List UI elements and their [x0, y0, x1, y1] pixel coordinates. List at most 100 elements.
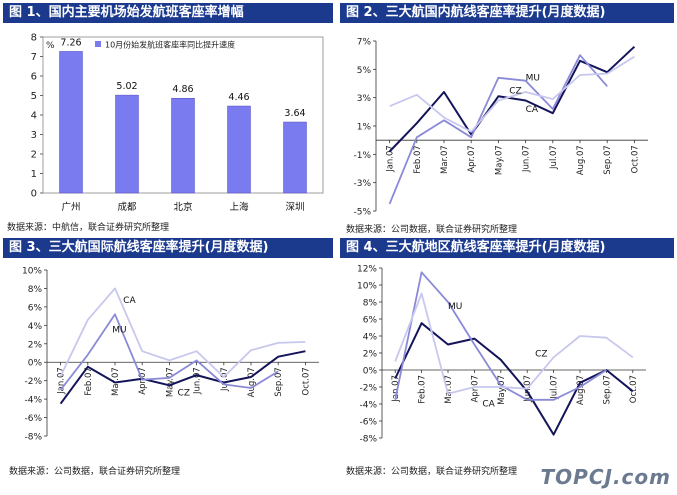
x-tick-label: 深圳 [285, 202, 304, 213]
chart-panel-3: 图 3、三大航国际航线客座率提升(月度数据) -8% -6% -4% -2% 0% 2% 4… [3, 238, 333, 483]
y-tick-label: 7 [31, 52, 37, 63]
data-label: 3.64 [284, 108, 305, 119]
chart-panel-1: 图 1、国内主要机场始发航班客座率增幅 0 1 2 3 4 5 6 7 8% 10月份始发航班客座… [3, 3, 333, 233]
y-tick-label: -6% [24, 414, 42, 424]
y-tick-label: 3 [31, 130, 37, 141]
series-line-CZ [59, 350, 306, 405]
series-label: MU [448, 302, 462, 312]
series-label: CA [526, 105, 539, 115]
line-chart-international: -8%-6%-4%-2%0%2%4%6%8%10%Jan.07 Feb.07 Mar… [22, 267, 319, 443]
x-tick-label: Oct.07 [630, 145, 640, 173]
x-tick-label: 广州 [61, 201, 80, 213]
series-line-MU [394, 271, 607, 401]
series-label: CZ [509, 86, 521, 96]
y-tick-label: -4% [359, 401, 377, 411]
y-tick-label: 0% [363, 367, 378, 377]
x-tick-label: Aug.07 [247, 367, 257, 397]
series-line-CZ [388, 54, 608, 205]
series-line-CZ [394, 322, 634, 436]
x-tick-label: 成都 [117, 201, 137, 213]
line-chart-regional: -8% -6% -4% -2% 0% 2% 4% 6% 8% 10% 12% Jan.07 Feb.07… [357, 265, 646, 445]
y-tick-label: -6% [359, 418, 377, 428]
x-tick-label: Feb.07 [418, 375, 428, 404]
y-tick-label: -5% [353, 208, 371, 218]
series-line-MU [389, 55, 635, 133]
y-tick-label: 10% [357, 282, 377, 292]
series-label: CA [482, 400, 495, 410]
x-tick-label: Apr.07 [467, 145, 477, 172]
x-tick-label: 北京 [173, 201, 192, 213]
chart-source-3: 数据来源：公司数据，联合证券研究所整理 [9, 467, 181, 477]
x-tick-label: 上海 [229, 201, 249, 213]
chart-source-4: 数据来源：公司数据，联合证券研究所整理 [346, 467, 518, 477]
y-tick-label: 6% [363, 316, 378, 326]
x-tick-label: Feb.07 [84, 367, 94, 396]
x-tick-label: Aug.07 [576, 375, 586, 405]
x-tick-label: Aug.07 [576, 145, 586, 175]
x-tick-label: May.07 [497, 375, 507, 405]
chart-panel-2: 图 2、三大航国内航线客座率提升(月度数据) -5% -3% -1% 1% 3% 5% 7%… [340, 3, 674, 235]
y-tick-label: 4 [31, 111, 37, 122]
x-tick-label: Jun.07 [193, 367, 203, 395]
x-tick-label: Sep.07 [602, 375, 612, 405]
bar-1 [115, 94, 139, 194]
y-tick-label: 12% [357, 265, 377, 275]
data-label: 4.46 [228, 92, 249, 103]
data-label: 4.86 [172, 84, 193, 95]
x-tick-label: Jul.07 [549, 145, 559, 170]
x-tick-label: May.07 [165, 367, 175, 397]
x-tick-label: Sep.07 [603, 145, 613, 175]
chart-title-4: 图 4、三大航地区航线客座率提升(月度数据) [340, 238, 674, 258]
y-tick-label: 2 [31, 150, 37, 161]
y-tick-label: 7% [357, 38, 372, 48]
x-tick-label: Sep.07 [274, 367, 284, 397]
y-tick-label: 10% [22, 267, 42, 277]
bar-2 [171, 97, 195, 194]
y-tick-label: -4% [24, 396, 42, 406]
data-label: 7.26 [60, 37, 81, 48]
y-tick-label: -8% [359, 435, 377, 445]
unit-label: % [46, 41, 55, 51]
x-tick-label: May.07 [494, 145, 504, 175]
y-tick-label: 8 [31, 33, 37, 44]
data-label: 5.02 [116, 81, 137, 92]
y-tick-label: 0% [28, 359, 43, 369]
y-tick-label: 1 [31, 169, 37, 180]
chart-source-2: 数据来源：公司数据，联合证券研究所整理 [346, 225, 518, 235]
legend-label: 10月份始发航班客座率同比提升速度 [105, 40, 235, 50]
x-tick-label: Jul.07 [550, 375, 560, 400]
x-tick-label: Jan.07 [391, 375, 401, 403]
x-tick-label: Oct.07 [629, 375, 639, 403]
x-tick-label: Jan.07 [57, 367, 67, 395]
y-tick-label: 2% [28, 340, 43, 350]
series-label: CA [123, 296, 136, 306]
y-tick-label: 8% [363, 299, 378, 309]
series-line-MU [59, 313, 279, 391]
y-tick-label: 8% [28, 285, 43, 295]
y-tick-label: -8% [24, 433, 42, 443]
line-chart-domestic: -5% -3% -1% 1% 3% 5% 7% Jan.07 Feb.07 Mar.07 Apr.0… [353, 38, 648, 218]
chart-title-2: 图 2、三大航国内航线客座率提升(月度数据) [340, 3, 674, 23]
series-label: MU [526, 74, 540, 84]
x-tick-label: Mar.07 [440, 145, 450, 174]
y-tick-label: -2% [359, 384, 377, 394]
y-tick-label: -3% [353, 179, 371, 189]
x-tick-label: Mar.07 [444, 375, 454, 404]
series-line-CA [394, 292, 634, 395]
y-tick-label: 5 [31, 91, 37, 102]
x-tick-label: Apr.07 [470, 375, 480, 402]
y-tick-label: 4% [363, 333, 378, 343]
series-line-CA [59, 287, 306, 378]
y-tick-label: 4% [28, 322, 43, 332]
y-tick-label: 1% [357, 123, 372, 133]
chart-title-1: 图 1、国内主要机场始发航班客座率增幅 [3, 3, 333, 23]
x-tick-label: Oct.07 [301, 367, 311, 395]
series-label: CZ [535, 349, 547, 359]
x-tick-label: Jun.07 [522, 145, 532, 173]
y-tick-label: -1% [353, 151, 371, 161]
chart-panel-4: 图 4、三大航地区航线客座率提升(月度数据) -8% -6% -4% -2% 0% 2% 4… [340, 238, 674, 483]
bar-chart-airports: 0 1 2 3 4 5 6 7 8% 10月份始发航班客座率同比提升速度 7.26 广州 5.02 成都 4… [31, 33, 324, 213]
bar-4 [283, 121, 307, 194]
x-tick-label: Feb.07 [413, 145, 423, 174]
series-label: MU [112, 326, 126, 336]
